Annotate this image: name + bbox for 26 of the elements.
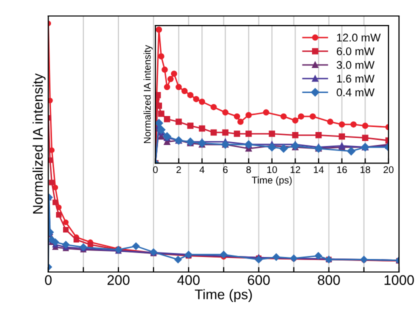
x-tick-label: 6 [223,166,228,174]
legend-label: 6.0 mW [336,47,375,56]
x-tick-label: 1000 [384,275,414,285]
x-axis-title: Time (ps) [252,176,292,186]
x-tick-label: 20 [384,166,394,174]
x-axis-title: Time (ps) [194,289,252,302]
x-tick-label: 8 [246,166,251,174]
x-tick-label: 2 [176,166,181,174]
legend-label: 12.0 mW [337,34,381,42]
x-tick-label: 12 [290,166,300,174]
y-axis-title: Normalized IA intensity [144,44,153,144]
y-axis-title: Normalized IA intensity [32,73,46,214]
x-tick-label: 14 [314,166,324,174]
x-tick-label: 0 [44,275,52,285]
legend-label: 1.6 mW [337,74,375,83]
x-tick-label: 800 [318,275,340,285]
legend-label: 0.4 mW [336,88,375,96]
legend-label: 3.0 mW [336,61,375,69]
x-tick-label: 0 [153,166,158,174]
x-tick-label: 400 [177,275,200,285]
x-tick-label: 4 [200,166,204,174]
x-tick-label: 10 [267,166,277,174]
x-tick-label: 600 [248,275,270,285]
x-tick-label: 18 [360,166,370,174]
x-tick-label: 200 [108,275,130,285]
x-tick-label: 16 [337,166,347,174]
